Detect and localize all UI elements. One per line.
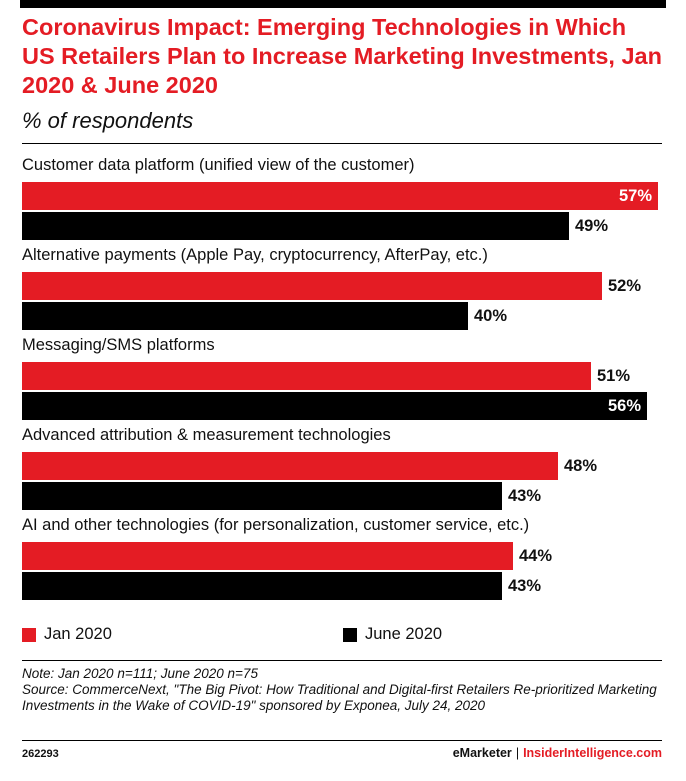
category-label-1: Customer data platform (unified view of … — [22, 156, 415, 174]
bar-jan-2020-3 — [22, 362, 591, 390]
bar-june-2020-5 — [22, 572, 502, 600]
bar-jan-2020-4 — [22, 452, 558, 480]
top-rule — [20, 0, 666, 8]
category-label-5: AI and other technologies (for personali… — [22, 516, 530, 534]
note-rule — [22, 660, 662, 661]
category-label-4: Advanced attribution & measurement techn… — [22, 426, 391, 444]
data-label-jan-2020-4: 48% — [564, 457, 598, 475]
bar-jan-2020-2 — [22, 272, 602, 300]
chart-note: Note: Jan 2020 n=111; June 2020 n=75 Sou… — [22, 666, 662, 714]
bar-jan-2020-5 — [22, 542, 513, 570]
data-label-jan-2020-1: 57% — [618, 187, 652, 205]
data-label-jan-2020-2: 52% — [608, 277, 642, 295]
data-label-june-2020-1: 49% — [575, 217, 609, 235]
footer-rule — [22, 740, 662, 741]
brand-separator: | — [515, 746, 520, 760]
data-label-june-2020-4: 43% — [508, 487, 542, 505]
data-label-june-2020-5: 43% — [508, 577, 542, 595]
bar-june-2020-2 — [22, 302, 468, 330]
category-label-2: Alternative payments (Apple Pay, cryptoc… — [22, 246, 488, 264]
legend-label-jan-2020: Jan 2020 — [44, 625, 112, 643]
note-source: Source: CommerceNext, "The Big Pivot: Ho… — [22, 682, 657, 713]
legend-label-june-2020: June 2020 — [365, 625, 443, 643]
data-label-jan-2020-3: 51% — [597, 367, 631, 385]
data-label-jan-2020-5: 44% — [519, 547, 553, 565]
chart-subtitle: % of respondents — [22, 108, 194, 133]
chart-title: Coronavirus Impact: Emerging Technologie… — [22, 14, 662, 98]
legend-swatch-june-2020 — [343, 628, 357, 642]
footer-brand: eMarketer | InsiderIntelligence.com — [453, 746, 662, 760]
data-label-june-2020-2: 40% — [474, 307, 508, 325]
category-label-3: Messaging/SMS platforms — [22, 336, 215, 354]
brand-emarketer: eMarketer — [452, 746, 512, 760]
bar-june-2020-4 — [22, 482, 502, 510]
legend-swatch-jan-2020 — [22, 628, 36, 642]
bar-june-2020-1 — [22, 212, 569, 240]
data-label-june-2020-3: 56% — [607, 397, 641, 415]
chart-id: 262293 — [22, 748, 59, 760]
bar-jan-2020-1 — [22, 182, 658, 210]
bar-june-2020-3 — [22, 392, 647, 420]
header-rule — [22, 143, 662, 144]
brand-insider-intelligence: InsiderIntelligence.com — [523, 746, 662, 760]
note-sample-size: Note: Jan 2020 n=111; June 2020 n=75 — [22, 666, 258, 681]
